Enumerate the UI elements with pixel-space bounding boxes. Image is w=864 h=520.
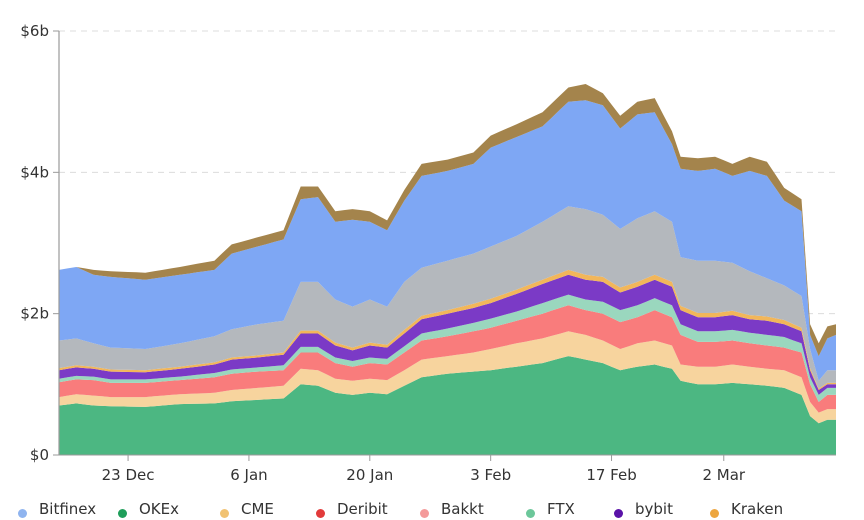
legend-dot-icon xyxy=(420,508,429,518)
legend-item-bybit[interactable]: bybit xyxy=(614,500,673,518)
legend-item-okex[interactable]: OKEx xyxy=(118,500,179,518)
x-tick: 2 Mar xyxy=(702,455,746,484)
y-tick: $0 xyxy=(30,446,59,464)
legend-label: Bakkt xyxy=(441,500,484,518)
legend-label: CME xyxy=(241,500,274,518)
legend-item-kraken[interactable]: Kraken xyxy=(710,500,783,518)
legend-item-bitfinex[interactable]: Bitfinex xyxy=(18,500,96,518)
legend-item-deribit[interactable]: Deribit xyxy=(316,500,388,518)
x-tick: 23 Dec xyxy=(102,455,155,484)
legend-item-cme[interactable]: CME xyxy=(220,500,274,518)
x-tick: 20 Jan xyxy=(346,455,393,484)
x-tick: 3 Feb xyxy=(470,455,511,484)
legend-dot-icon xyxy=(526,508,535,518)
x-tick-label: 17 Feb xyxy=(586,466,636,484)
x-tick: 6 Jan xyxy=(230,455,268,484)
y-axis-ticks: $0 $2b $4b $6b xyxy=(20,22,59,464)
legend-dot-icon xyxy=(316,508,325,518)
x-tick-label: 6 Jan xyxy=(230,466,267,484)
legend-label: Deribit xyxy=(337,500,388,518)
y-tick-label: $6b xyxy=(20,22,49,40)
legend-item-bakkt[interactable]: Bakkt xyxy=(420,500,484,518)
x-tick: 17 Feb xyxy=(586,455,637,484)
legend-dot-icon xyxy=(18,508,27,518)
axes xyxy=(58,31,836,456)
legend-label: bybit xyxy=(635,500,673,518)
legend-label: OKEx xyxy=(139,500,179,518)
x-tick-label: 23 Dec xyxy=(102,466,155,484)
y-tick-label: $2b xyxy=(20,305,49,323)
legend-item-ftx[interactable]: FTX xyxy=(526,500,575,518)
legend-dot-icon xyxy=(118,508,127,518)
x-tick-label: 2 Mar xyxy=(702,466,745,484)
area-bybit xyxy=(59,274,836,395)
area-layers xyxy=(59,84,836,455)
area-gray-series xyxy=(59,206,836,389)
area-okex xyxy=(59,356,836,455)
legend-dot-icon xyxy=(220,508,229,518)
x-axis-ticks: 23 Dec 6 Jan 20 Jan 3 Feb 17 Feb 2 Mar xyxy=(102,455,746,484)
x-tick-label: 20 Jan xyxy=(346,466,393,484)
y-tick-label: $4b xyxy=(20,163,49,181)
y-tick: $6b xyxy=(20,22,59,40)
y-tick: $2b xyxy=(20,305,59,323)
legend-dot-icon xyxy=(710,508,719,518)
y-tick-label: $0 xyxy=(30,446,49,464)
legend-label: Bitfinex xyxy=(39,500,97,518)
area-deribit-bakkt xyxy=(59,305,836,413)
area-cme xyxy=(59,331,836,424)
x-tick-label: 3 Feb xyxy=(470,466,511,484)
area-bitfinex xyxy=(59,100,836,381)
legend-label: Kraken xyxy=(731,500,784,518)
legend-label: FTX xyxy=(547,500,575,518)
legend-dot-icon xyxy=(614,508,623,518)
y-tick: $4b xyxy=(20,163,59,181)
